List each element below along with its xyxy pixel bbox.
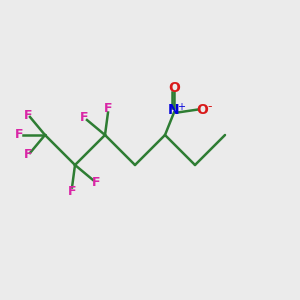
Text: O: O bbox=[168, 81, 180, 95]
Text: -: - bbox=[208, 100, 212, 113]
Text: F: F bbox=[104, 102, 112, 115]
Text: F: F bbox=[24, 148, 33, 161]
Text: F: F bbox=[24, 109, 33, 122]
Text: N: N bbox=[168, 103, 180, 116]
Text: +: + bbox=[177, 101, 184, 112]
Text: F: F bbox=[68, 185, 76, 198]
Text: F: F bbox=[80, 111, 88, 124]
Text: O: O bbox=[196, 103, 208, 116]
Text: F: F bbox=[15, 128, 24, 142]
Text: F: F bbox=[92, 176, 100, 189]
